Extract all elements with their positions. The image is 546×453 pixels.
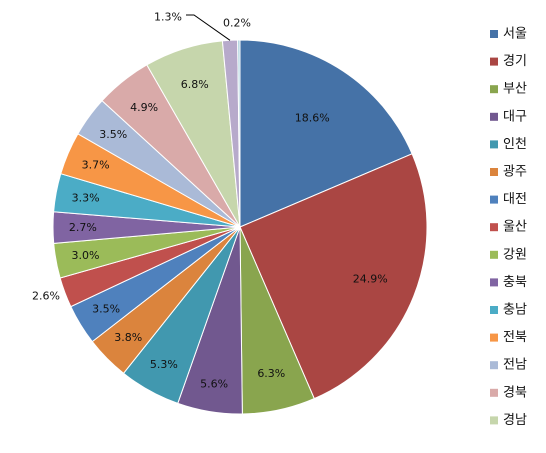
legend-label-0: 서울	[503, 27, 527, 42]
legend-swatch-6	[490, 195, 498, 204]
legend-label-9: 충북	[503, 275, 527, 290]
pie-slices	[52, 39, 428, 415]
legend-swatch-12	[490, 361, 498, 370]
legend-label-1: 경기	[503, 54, 527, 69]
legend-label-3: 대구	[503, 109, 527, 124]
legend-label-10: 충남	[503, 303, 527, 318]
data-label-4: 5.3%	[150, 358, 178, 371]
legend-swatch-0	[490, 30, 498, 38]
legend-label-12: 전남	[503, 358, 527, 373]
legend-swatch-11	[490, 333, 498, 342]
legend-label-11: 전북	[503, 330, 527, 345]
legend-label-2: 부산	[503, 82, 527, 97]
data-label-6: 3.5%	[92, 303, 120, 316]
legend-swatch-3	[490, 112, 498, 121]
legend-label-6: 대전	[503, 192, 527, 207]
legend-swatch-13	[490, 388, 498, 397]
data-labels: 18.6% 24.9% 6.3% 5.6% 5.3% 3.8% 3.5% 2.6% 3.0% 2.…	[32, 11, 388, 391]
legend-label-4: 인천	[503, 137, 527, 152]
data-label-14: 6.8%	[181, 78, 209, 91]
legend-swatch-1	[490, 57, 498, 66]
legend-label-7: 울산	[503, 220, 527, 235]
data-label-12: 3.5%	[99, 128, 127, 141]
pie-slice-16	[237, 39, 241, 228]
data-label-1: 24.9%	[353, 273, 388, 286]
data-label-9: 2.7%	[69, 221, 97, 234]
data-label-15: 1.3%	[154, 11, 182, 24]
data-label-3: 5.6%	[200, 377, 228, 390]
legend-label-5: 광주	[503, 165, 527, 180]
pie-slice-0	[239, 39, 413, 228]
data-label-0: 18.6%	[295, 111, 330, 124]
data-label-5: 3.8%	[114, 331, 142, 344]
legend-swatch-14	[490, 416, 498, 425]
legend-label-14: 경남	[503, 413, 527, 428]
legend-swatch-10	[490, 306, 498, 314]
legend-label-13: 경북	[503, 385, 527, 400]
legend-swatch-4	[490, 140, 498, 149]
legend-label-8: 강원	[503, 247, 527, 262]
leader-line-15	[186, 14, 231, 41]
pie-slice-1	[239, 153, 428, 400]
legend-swatch-8	[490, 250, 498, 259]
data-label-16: 0.2%	[223, 17, 251, 30]
data-label-13: 4.9%	[130, 101, 158, 114]
data-label-10: 3.3%	[72, 192, 100, 205]
legend-swatch-9	[490, 278, 498, 287]
data-label-2: 6.3%	[257, 367, 285, 380]
data-label-7: 2.6%	[32, 290, 60, 303]
data-label-8: 3.0%	[72, 249, 100, 262]
legend-swatch-7	[490, 223, 498, 232]
data-label-11: 3.7%	[82, 159, 110, 172]
leader-lines	[186, 14, 231, 41]
legend-swatch-5	[490, 168, 498, 176]
legend-swatch-2	[490, 85, 498, 94]
